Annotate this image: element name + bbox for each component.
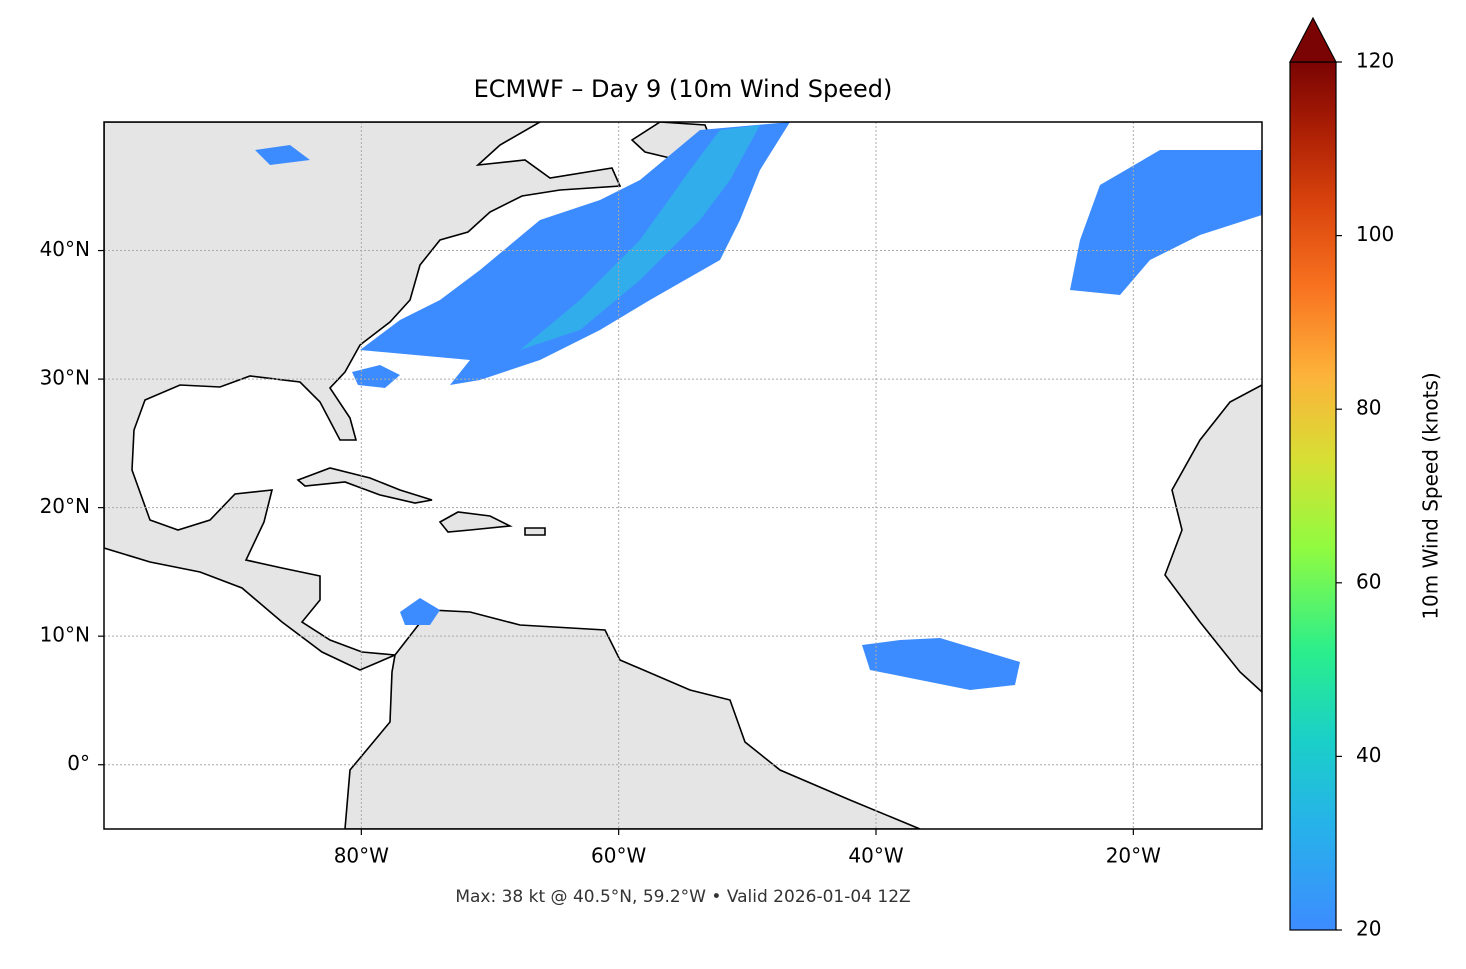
south-america [344, 609, 921, 829]
y-tick-label: 0° [67, 751, 90, 775]
footer-note: Max: 38 kt @ 40.5°N, 59.2°W • Valid 2026… [455, 887, 910, 907]
north-america [104, 122, 622, 671]
wind-blob-carib [400, 598, 440, 625]
cuba [296, 467, 433, 504]
colorbar-tick-label: 60 [1356, 569, 1381, 593]
colorbar-tick-label: 20 [1356, 917, 1381, 941]
wind-blob-lakes [255, 145, 310, 165]
y-tick-label: 20°N [40, 494, 90, 518]
wind-blob-ne [1070, 150, 1262, 295]
colorbar-label: 10m Wind Speed (knots) [1419, 372, 1443, 619]
wind-blob-itcz [862, 638, 1020, 690]
colorbar-tick-label: 100 [1356, 222, 1394, 246]
map-layers [104, 122, 1262, 829]
hispaniola [438, 511, 513, 533]
colorbar-tick-label: 40 [1356, 743, 1381, 767]
x-tick-label: 20°W [1106, 844, 1161, 868]
map-title: ECMWF – Day 9 (10m Wind Speed) [474, 75, 893, 103]
wind-blob-florida [352, 365, 400, 388]
x-tick-label: 80°W [334, 844, 389, 868]
y-tick-label: 10°N [40, 623, 90, 647]
wind-core [520, 125, 760, 350]
y-tick-label: 40°N [40, 237, 90, 261]
colorbar-extend [1289, 16, 1337, 63]
colorbar-tick-label: 80 [1356, 396, 1381, 420]
y-tick-label: 30°N [40, 366, 90, 390]
colorbar-tick-label: 120 [1356, 49, 1394, 73]
puerto-rico [524, 527, 546, 536]
x-tick-label: 60°W [591, 844, 646, 868]
axes-layer [98, 122, 1262, 835]
colorbar [1289, 61, 1337, 931]
map-frame [103, 121, 1263, 830]
x-tick-label: 40°W [848, 844, 903, 868]
africa [1164, 384, 1262, 694]
